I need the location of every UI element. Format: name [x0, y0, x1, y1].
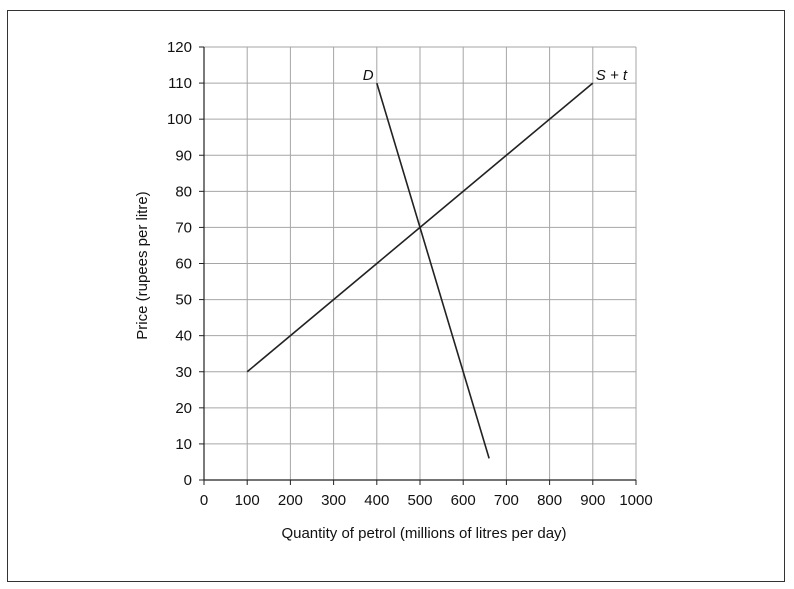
x-tick-label: 700: [494, 492, 519, 509]
chart-frame: [7, 10, 785, 582]
y-tick-label: 0: [184, 472, 192, 489]
y-tick-label: 90: [175, 147, 192, 164]
x-tick-label: 500: [407, 492, 432, 509]
y-tick-label: 50: [175, 292, 192, 309]
supply-plus-tax-curve: [246, 82, 594, 373]
supply-curve-label: S + t: [596, 67, 628, 84]
grid: [203, 46, 637, 481]
y-tick-label: 40: [175, 328, 192, 345]
y-tick-label: 10: [175, 436, 192, 453]
x-axis-title: Quantity of petrol (millions of litres p…: [281, 525, 566, 542]
x-tick-label: 0: [200, 492, 208, 509]
x-tick-label: 800: [537, 492, 562, 509]
tick-labels: 0 100 200 300 400 500 600 700 800 900 1000 0 10 20 30 4…: [167, 39, 653, 509]
x-tick-label: 1000: [619, 492, 652, 509]
y-tick-label: 100: [167, 111, 192, 128]
x-tick-label: 400: [364, 492, 389, 509]
y-tick-label: 80: [175, 183, 192, 200]
x-tick-label: 600: [451, 492, 476, 509]
axes: [199, 46, 637, 485]
x-tick-label: 900: [580, 492, 605, 509]
x-tick-label: 100: [235, 492, 260, 509]
x-tick-label: 200: [278, 492, 303, 509]
demand-curve-label: D: [363, 67, 374, 84]
y-tick-label: 70: [175, 219, 192, 236]
y-tick-label: 60: [175, 256, 192, 273]
y-tick-label: 20: [175, 400, 192, 417]
series-lines: D S + t: [246, 67, 628, 459]
y-tick-label: 30: [175, 364, 192, 381]
y-tick-label: 110: [168, 75, 192, 92]
y-axis-title: Price (rupees per litre): [134, 191, 151, 339]
y-tick-label: 120: [167, 39, 192, 56]
demand-curve: [376, 82, 490, 459]
x-tick-label: 300: [321, 492, 346, 509]
